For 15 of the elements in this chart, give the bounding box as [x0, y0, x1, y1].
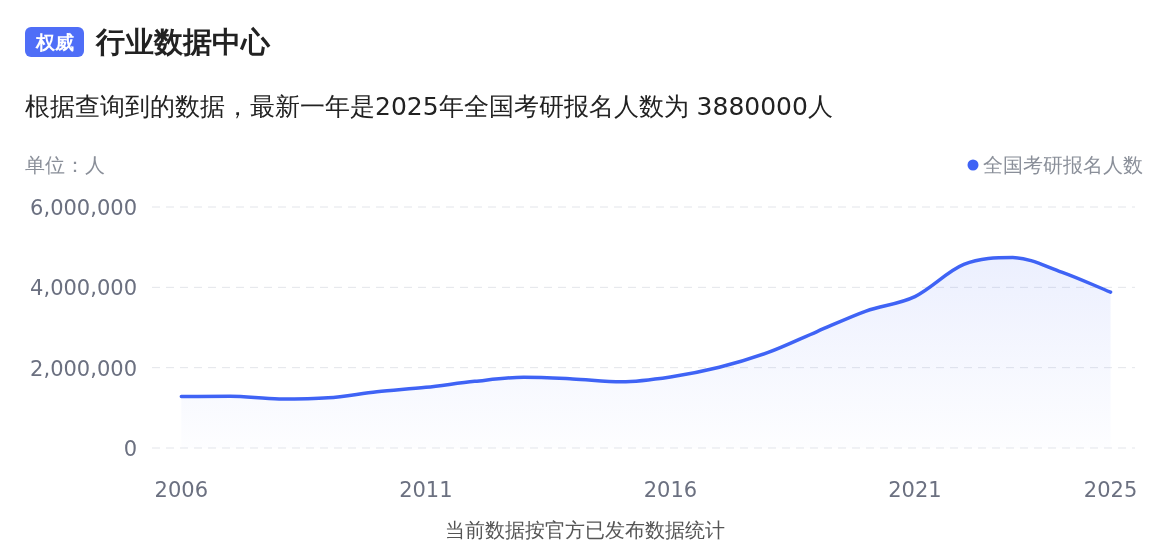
- text: 权威: [34, 31, 74, 53]
- y-tick-label: 4,000,000: [30, 276, 137, 301]
- y-axis-title: 单位：人: [25, 153, 105, 177]
- x-axis-title: 当前数据按官方已发布数据统计: [445, 518, 725, 542]
- legend-label: 全国考研报名人数: [983, 153, 1143, 177]
- x-tick-label: 2025: [1083, 478, 1138, 502]
- x-tick-label: 2021: [888, 478, 942, 502]
- x-tick-label: 2016: [643, 478, 698, 502]
- chart-subtitle: 根据查询到的数据，最新一年是2025年全国考研报名人数为 3880000人: [25, 92, 833, 121]
- y-tick-label: 6,000,000: [30, 196, 137, 220]
- x-tick-label: 2011: [399, 478, 453, 502]
- y-tick-label: 0: [123, 437, 137, 461]
- chart-title: 行业数据中心: [95, 25, 271, 59]
- y-tick-label: 2,000,000: [30, 356, 137, 381]
- x-tick-label: 2006: [154, 478, 209, 502]
